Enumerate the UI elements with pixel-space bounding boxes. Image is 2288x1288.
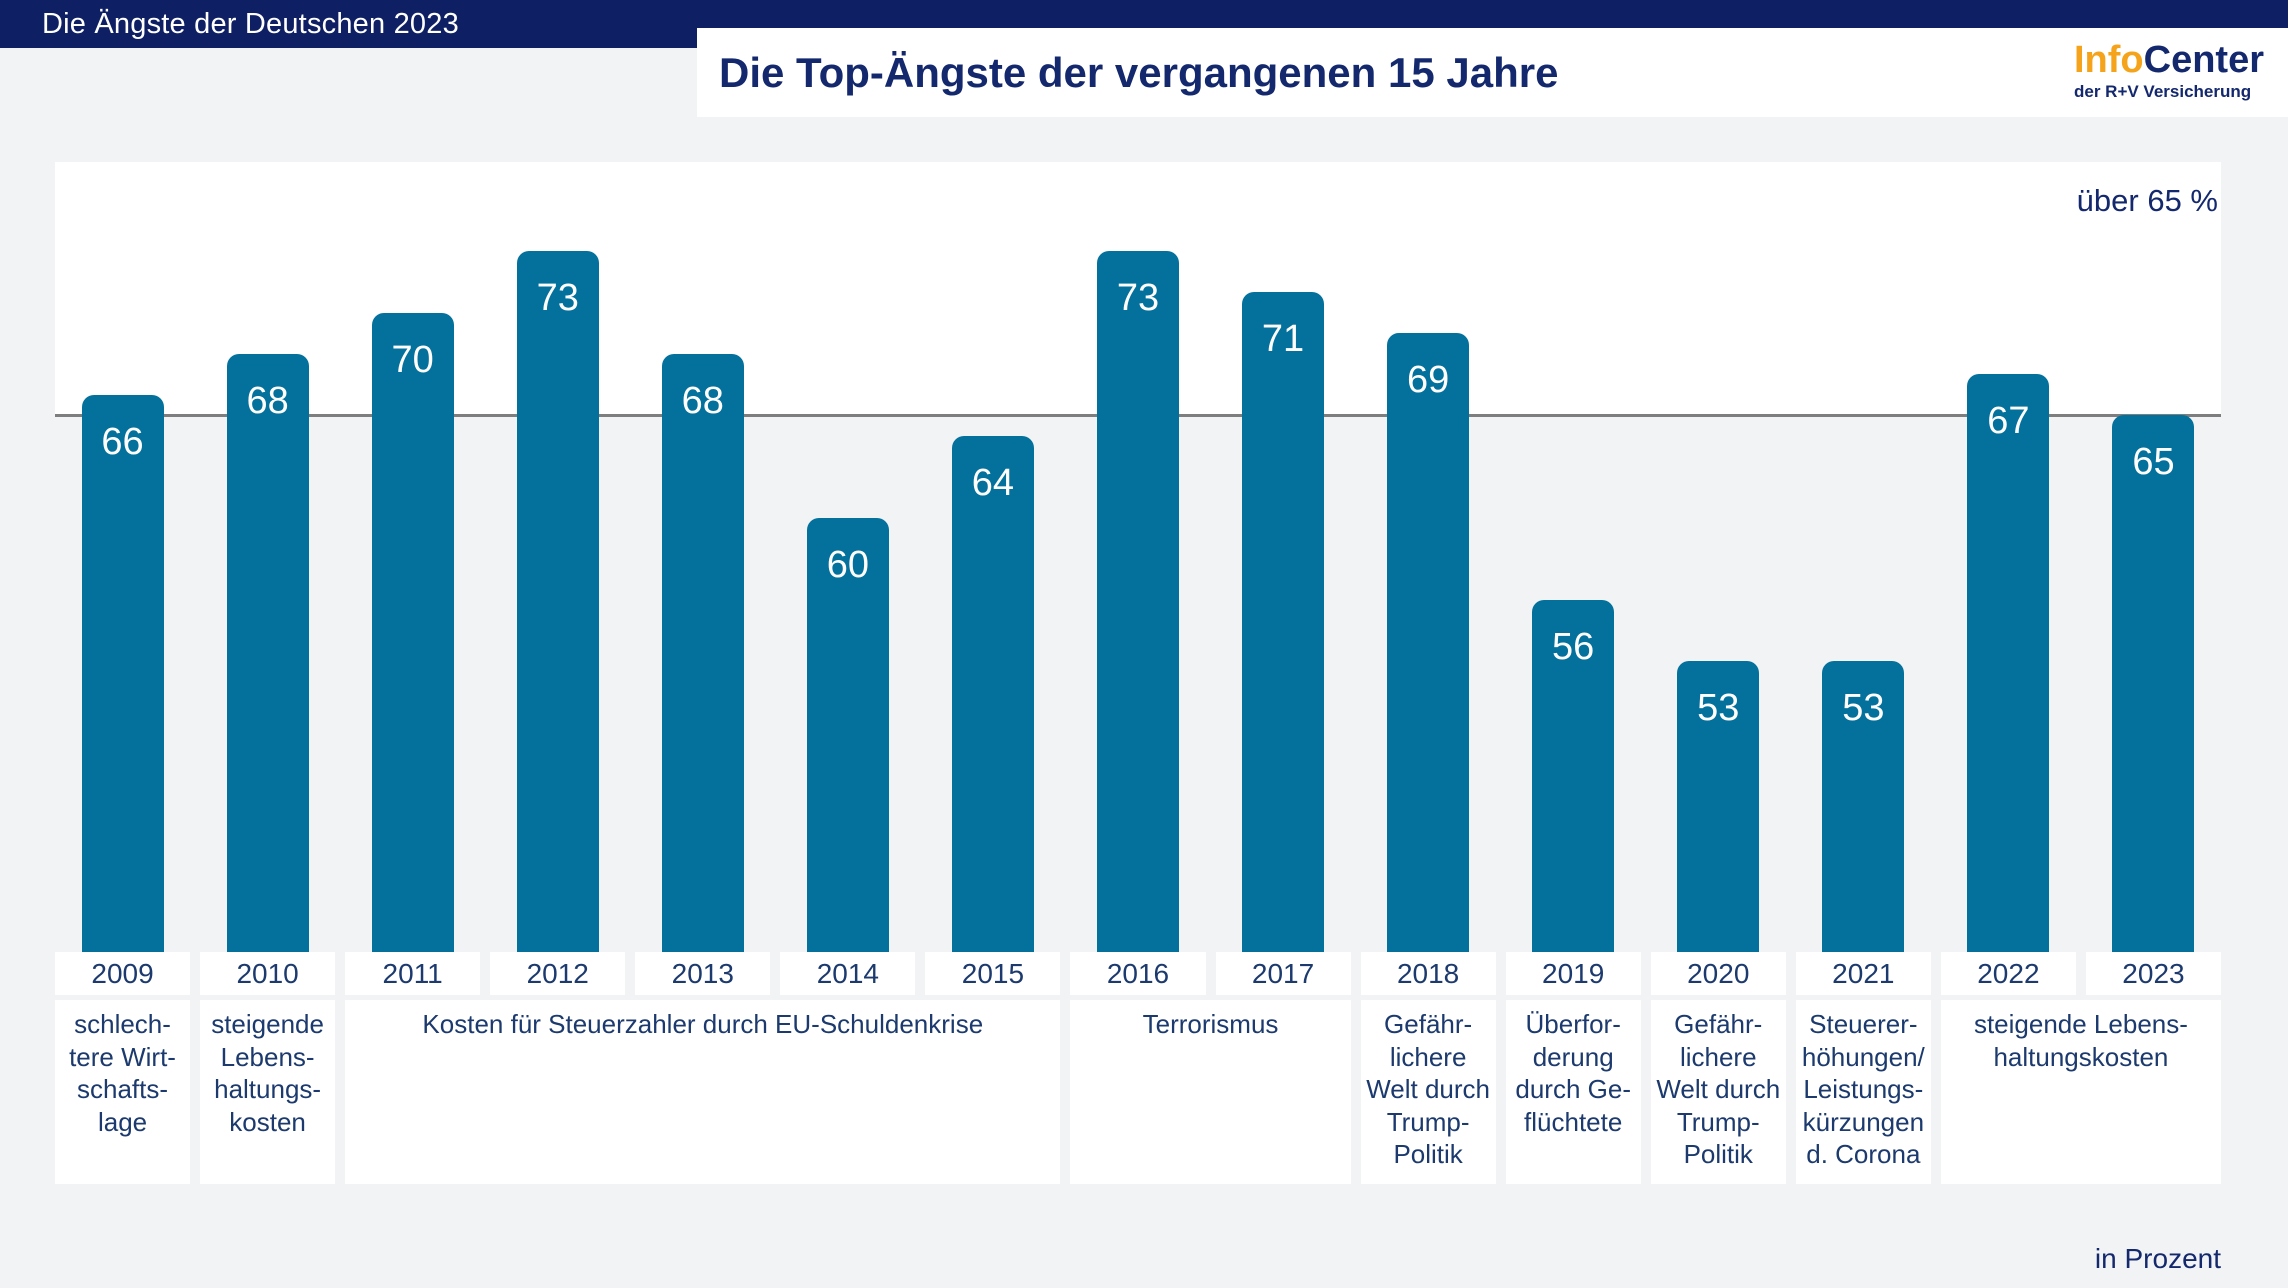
logo-subtitle: der R+V Versicherung — [2073, 82, 2252, 101]
threshold-label: über 65 % — [2076, 183, 2218, 218]
year-label: 2017 — [1215, 952, 1351, 995]
bar-value-label: 66 — [101, 420, 144, 463]
bar-chart: 66 68 70 73 68 60 64 73 71 69 56 53 53 67 65 — [55, 162, 2221, 952]
year-label: 2020 — [1650, 952, 1786, 995]
bar: 60 — [806, 517, 889, 952]
bar: 70 — [371, 312, 454, 952]
bar-column-2017: 71 — [1216, 162, 1351, 952]
year-axis: 2009 2010 2011 2012 2013 2014 2015 2016 2017 2018… — [55, 952, 2221, 995]
year-label: 2023 — [2085, 952, 2221, 995]
bar-column-2016: 73 — [1070, 162, 1205, 952]
bar-column-2011: 70 — [345, 162, 480, 952]
bar-column-2015: 64 — [925, 162, 1060, 952]
bar-column-2010: 68 — [200, 162, 335, 952]
bar-column-2009: 66 — [55, 162, 190, 952]
bar-column-2021: 53 — [1796, 162, 1931, 952]
bar-value-label: 64 — [971, 461, 1015, 504]
bar-value-label: 73 — [536, 277, 579, 319]
bar: 69 — [1387, 333, 1470, 952]
bar-column-2013: 68 — [635, 162, 770, 952]
bar-value-label: 53 — [1697, 687, 1740, 729]
infocenter-logo: InfoCenter der R+V Versicherung — [2074, 41, 2264, 100]
year-label: 2022 — [1940, 952, 2076, 995]
bar-value-label: 70 — [391, 338, 434, 381]
bar-value-label: 53 — [1842, 687, 1885, 729]
fear-label: schlech- tere Wirt- schafts- lage — [55, 1000, 191, 1184]
year-label: 2015 — [925, 952, 1061, 995]
year-label: 2012 — [490, 952, 626, 995]
bar-column-2018: 69 — [1361, 162, 1496, 952]
page-title: Die Top-Ängste der vergangenen 15 Jahre — [719, 48, 1559, 96]
bar: 53 — [1677, 661, 1760, 952]
bar-value-label: 68 — [246, 379, 289, 422]
bar: 53 — [1822, 661, 1905, 952]
bar: 64 — [951, 435, 1034, 952]
fear-label: Gefähr- lichere Welt durch Trump- Politi… — [1360, 1000, 1496, 1184]
bar-value-label: 68 — [681, 379, 724, 422]
bar-value-label: 69 — [1406, 359, 1450, 401]
bar: 67 — [1967, 374, 2050, 952]
title-band: Die Top-Ängste der vergangenen 15 Jahre … — [697, 28, 2288, 117]
bar-value-label: 60 — [826, 543, 869, 586]
logo-center: Center — [2143, 39, 2264, 81]
fear-label: Überfor- derung durch Ge- flüchtete — [1505, 1000, 1641, 1184]
year-label: 2014 — [780, 952, 916, 995]
year-label: 2011 — [345, 952, 481, 995]
bar-value-label: 56 — [1552, 625, 1595, 668]
logo-wordmark: InfoCenter — [2074, 41, 2264, 79]
bar: 73 — [1096, 251, 1179, 952]
fear-label: Steuerer- höhungen/ Leistungs- kürzungen… — [1795, 1000, 1931, 1184]
bar: 68 — [661, 353, 744, 952]
fear-label: Kosten für Steuerzahler durch EU-Schulde… — [345, 1000, 1061, 1184]
year-label: 2009 — [55, 952, 191, 995]
year-label: 2013 — [635, 952, 771, 995]
bar: 73 — [516, 251, 599, 952]
fear-label: Gefähr- lichere Welt durch Trump- Politi… — [1650, 1000, 1786, 1184]
bar-value-label: 67 — [1987, 400, 2030, 442]
bar-value-label: 65 — [2132, 441, 2175, 483]
kicker-bar: Die Ängste der Deutschen 2023 — [0, 0, 697, 48]
bar-column-2022: 67 — [1941, 162, 2076, 952]
bar-value-label: 73 — [1116, 277, 1160, 319]
bar-column-2014: 60 — [780, 162, 915, 952]
bar: 56 — [1532, 599, 1615, 952]
bar: 66 — [81, 394, 164, 952]
bar-column-2020: 53 — [1651, 162, 1786, 952]
bar: 71 — [1242, 292, 1325, 952]
year-label: 2021 — [1795, 952, 1931, 995]
bar-column-2012: 73 — [490, 162, 625, 952]
bar-value-label: 71 — [1261, 318, 1305, 360]
year-label: 2010 — [200, 952, 336, 995]
fear-category-row: schlech- tere Wirt- schafts- lage steigen… — [55, 1000, 2221, 1184]
bar: 65 — [2112, 415, 2195, 952]
fear-label: Terrorismus — [1070, 1000, 1351, 1184]
fear-label: steigende Lebens- haltungskosten — [1940, 1000, 2221, 1184]
unit-label: in Prozent — [2094, 1243, 2221, 1274]
bar: 68 — [226, 353, 309, 952]
year-label: 2018 — [1360, 952, 1496, 995]
kicker-text: Die Ängste der Deutschen 2023 — [42, 7, 459, 40]
fear-label: steigende Lebens- haltungs- kosten — [200, 1000, 336, 1184]
logo-info: Info — [2073, 39, 2144, 81]
year-label: 2019 — [1505, 952, 1641, 995]
year-label: 2016 — [1070, 952, 1206, 995]
bar-column-2023: 65 — [2086, 162, 2221, 952]
bar-column-2019: 56 — [1506, 162, 1641, 952]
